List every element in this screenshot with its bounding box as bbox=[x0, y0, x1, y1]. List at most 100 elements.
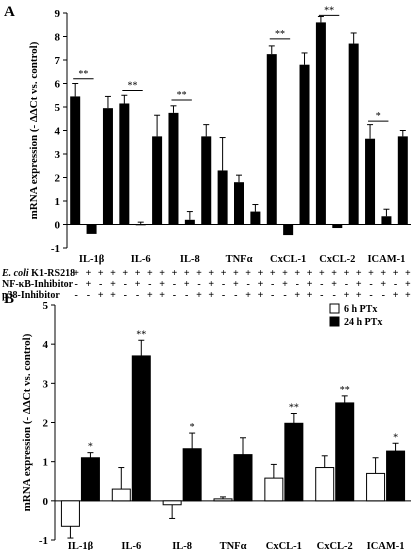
category-label: CxCL-1 bbox=[270, 254, 306, 265]
condition-sign: - bbox=[369, 279, 372, 290]
category-label: IL-6 bbox=[121, 541, 141, 550]
y-tick-label: 3 bbox=[43, 378, 49, 390]
y-axis-label: mRNA expression (- ΔΔCt vs. control) bbox=[21, 333, 33, 511]
condition-sign: + bbox=[98, 268, 104, 279]
condition-sign: + bbox=[331, 279, 337, 290]
significance-label: ** bbox=[177, 90, 187, 101]
condition-sign: - bbox=[271, 290, 274, 301]
condition-sign: + bbox=[208, 290, 214, 301]
condition-sign: - bbox=[246, 279, 249, 290]
condition-sign: + bbox=[110, 290, 116, 301]
condition-sign: - bbox=[173, 290, 176, 301]
significance-label: ** bbox=[78, 69, 88, 80]
bar bbox=[315, 467, 335, 502]
condition-sign: - bbox=[222, 290, 225, 301]
significance-label: ** bbox=[136, 329, 146, 340]
y-tick-label: 0 bbox=[55, 220, 61, 232]
condition-sign: + bbox=[184, 279, 190, 290]
condition-sign: + bbox=[86, 279, 92, 290]
category-label: IL-8 bbox=[172, 541, 192, 550]
bar bbox=[250, 211, 261, 225]
panel-a-letter: A bbox=[4, 4, 15, 20]
condition-sign: + bbox=[368, 268, 374, 279]
bar bbox=[201, 136, 212, 225]
condition-sign: + bbox=[282, 268, 288, 279]
y-tick-label: 3 bbox=[55, 149, 61, 161]
significance-label: ** bbox=[275, 29, 285, 40]
condition-sign: + bbox=[294, 268, 300, 279]
bar bbox=[111, 488, 131, 502]
panel-b-letter: B bbox=[4, 291, 14, 307]
condition-sign: + bbox=[356, 290, 362, 301]
bar bbox=[80, 457, 100, 502]
category-label: IL-1β bbox=[79, 254, 105, 265]
bar bbox=[264, 477, 284, 502]
y-tick-label: 0 bbox=[43, 496, 49, 508]
bar bbox=[152, 136, 163, 225]
condition-sign: + bbox=[307, 268, 313, 279]
condition-sign: + bbox=[282, 279, 288, 290]
bar bbox=[213, 498, 233, 502]
condition-sign: + bbox=[110, 268, 116, 279]
significance-label: ** bbox=[289, 402, 299, 413]
condition-sign: - bbox=[345, 279, 348, 290]
category-label: IL-1β bbox=[68, 541, 94, 550]
condition-sign: + bbox=[196, 268, 202, 279]
condition-sign: - bbox=[382, 290, 385, 301]
bar bbox=[234, 182, 244, 225]
condition-sign: - bbox=[320, 290, 323, 301]
y-tick-label: 4 bbox=[43, 339, 49, 351]
y-tick-label: 1 bbox=[55, 196, 61, 208]
condition-sign: + bbox=[331, 268, 337, 279]
condition-sign: + bbox=[147, 290, 153, 301]
condition-sign: + bbox=[258, 279, 264, 290]
condition-sign: + bbox=[270, 268, 276, 279]
condition-sign: + bbox=[294, 290, 300, 301]
bar bbox=[299, 64, 310, 225]
condition-sign: + bbox=[245, 290, 251, 301]
condition-sign: + bbox=[135, 268, 141, 279]
condition-sign: + bbox=[233, 268, 239, 279]
bar bbox=[397, 136, 408, 225]
category-label: ICAM-1 bbox=[367, 254, 405, 265]
condition-sign: + bbox=[405, 268, 411, 279]
significance-label: ** bbox=[128, 81, 138, 92]
condition-sign: + bbox=[110, 279, 116, 290]
condition-sign: - bbox=[197, 279, 200, 290]
bar bbox=[217, 170, 228, 225]
condition-sign: + bbox=[135, 279, 141, 290]
condition-sign: + bbox=[159, 268, 165, 279]
legend-label: 24 h PTx bbox=[344, 317, 382, 328]
condition-sign: + bbox=[159, 279, 165, 290]
bar bbox=[86, 224, 97, 234]
bar bbox=[381, 216, 392, 225]
bar bbox=[162, 500, 182, 506]
condition-sign: - bbox=[234, 290, 237, 301]
bar bbox=[182, 448, 202, 502]
condition-sign: + bbox=[344, 290, 350, 301]
y-tick-label: 6 bbox=[55, 79, 61, 91]
bar bbox=[266, 54, 277, 225]
legend-swatch bbox=[329, 316, 340, 327]
condition-sign: + bbox=[356, 279, 362, 290]
bar bbox=[348, 43, 359, 225]
condition-sign: + bbox=[405, 279, 411, 290]
category-label: TNFα bbox=[226, 254, 253, 265]
condition-sign: - bbox=[124, 290, 127, 301]
bar bbox=[102, 108, 113, 225]
condition-sign: - bbox=[173, 279, 176, 290]
panel-a-chart: -1 0 1 2 3 4 5 6 7 8 9 mRNA expression (- ΔΔCt vs. … bbox=[28, 5, 411, 265]
condition-sign: - bbox=[148, 279, 151, 290]
condition-sign: - bbox=[283, 290, 286, 301]
category-label: TNFα bbox=[220, 541, 247, 550]
bar bbox=[135, 224, 146, 226]
condition-sign: - bbox=[99, 279, 102, 290]
condition-sign: + bbox=[380, 268, 386, 279]
bar bbox=[168, 112, 179, 225]
condition-sign: - bbox=[136, 290, 139, 301]
category-label: CxCL-1 bbox=[266, 541, 302, 550]
bar bbox=[386, 450, 406, 502]
condition-sign: - bbox=[124, 279, 127, 290]
condition-sign: + bbox=[208, 268, 214, 279]
condition-sign: + bbox=[159, 290, 165, 301]
